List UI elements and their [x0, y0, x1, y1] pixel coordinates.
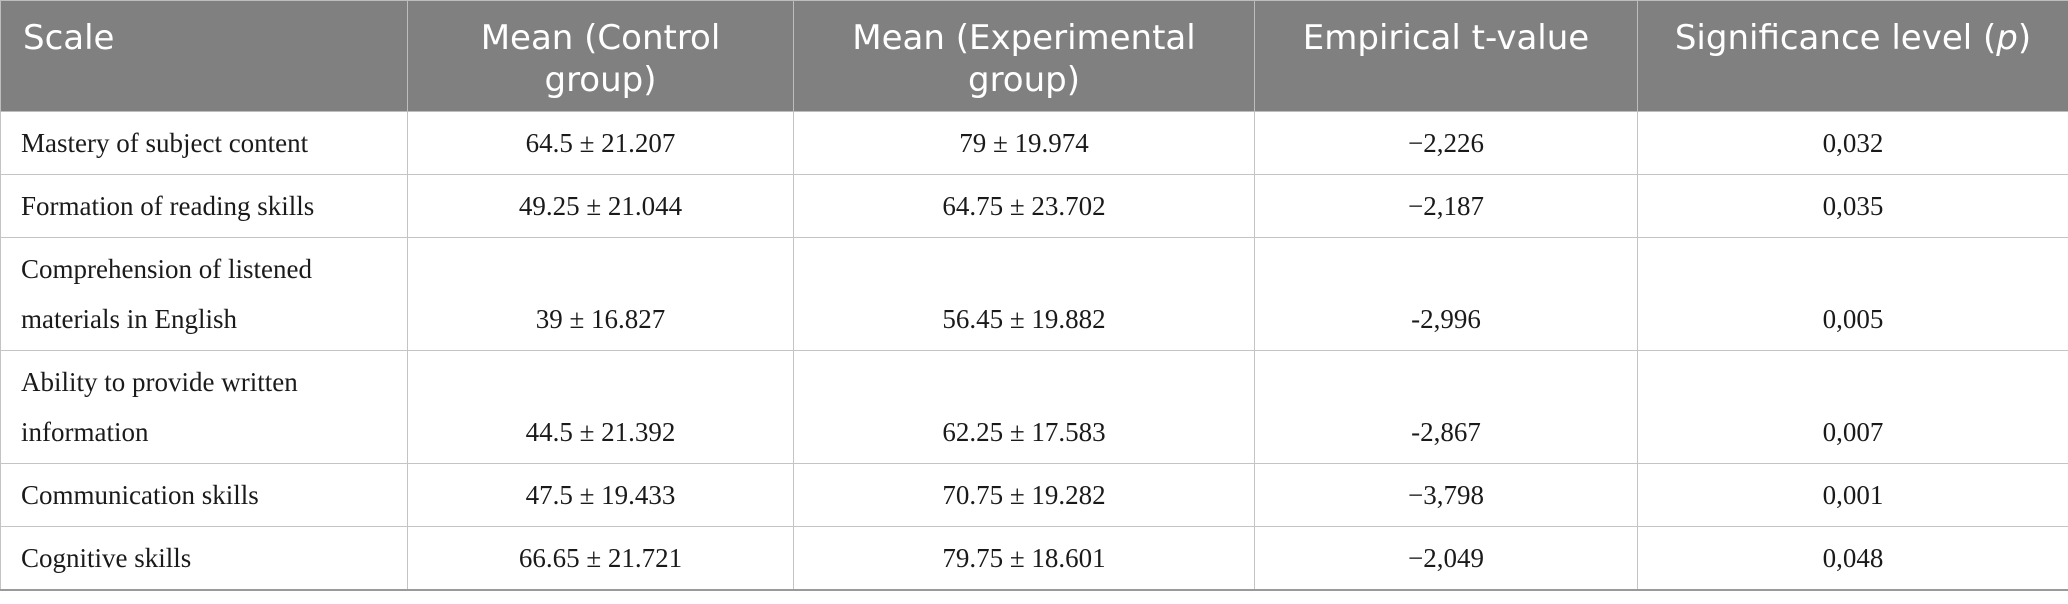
table-row: Comprehension of listened materials in E…	[0, 237, 2068, 351]
cell-experimental-mean: 62.25 ± 17.583	[793, 350, 1255, 464]
cell-experimental-mean: 79 ± 19.974	[793, 111, 1255, 175]
cell-scale: Formation of reading skills	[0, 174, 408, 238]
table-row: Ability to provide written information 4…	[0, 350, 2068, 464]
cell-t-value: -2,996	[1254, 237, 1638, 351]
cell-control-mean: 47.5 ± 19.433	[407, 463, 794, 527]
cell-p-value: 0,001	[1637, 463, 2068, 527]
header-significance: Significance level (p)	[1637, 0, 2068, 112]
header-mean-experimental: Mean (Experimental group)	[793, 0, 1255, 112]
header-significance-p: p	[1996, 18, 2018, 58]
header-significance-suffix: )	[2017, 18, 2032, 58]
cell-scale: Mastery of subject content	[0, 111, 408, 175]
cell-scale: Cognitive skills	[0, 526, 408, 591]
table-row: Mastery of subject content 64.5 ± 21.207…	[0, 111, 2068, 175]
results-table: Scale Mean (Control group) Mean (Experim…	[0, 0, 2068, 591]
header-scale: Scale	[0, 0, 408, 112]
cell-control-mean: 39 ± 16.827	[407, 237, 794, 351]
cell-t-value: −2,049	[1254, 526, 1638, 591]
cell-experimental-mean: 56.45 ± 19.882	[793, 237, 1255, 351]
cell-t-value: -2,867	[1254, 350, 1638, 464]
cell-control-mean: 49.25 ± 21.044	[407, 174, 794, 238]
cell-experimental-mean: 64.75 ± 23.702	[793, 174, 1255, 238]
cell-p-value: 0,032	[1637, 111, 2068, 175]
table-row: Formation of reading skills 49.25 ± 21.0…	[0, 174, 2068, 238]
cell-t-value: −2,187	[1254, 174, 1638, 238]
cell-t-value: −2,226	[1254, 111, 1638, 175]
header-t-value: Empirical t-value	[1254, 0, 1638, 112]
cell-experimental-mean: 70.75 ± 19.282	[793, 463, 1255, 527]
cell-control-mean: 66.65 ± 21.721	[407, 526, 794, 591]
cell-control-mean: 64.5 ± 21.207	[407, 111, 794, 175]
cell-scale: Communication skills	[0, 463, 408, 527]
cell-scale: Comprehension of listened materials in E…	[0, 237, 408, 351]
cell-p-value: 0,048	[1637, 526, 2068, 591]
header-significance-text: Significance level (	[1674, 18, 1997, 58]
header-mean-control: Mean (Control group)	[407, 0, 794, 112]
cell-t-value: −3,798	[1254, 463, 1638, 527]
cell-p-value: 0,005	[1637, 237, 2068, 351]
table-row: Communication skills 47.5 ± 19.433 70.75…	[0, 463, 2068, 527]
header-row: Scale Mean (Control group) Mean (Experim…	[0, 0, 2068, 112]
table-row: Cognitive skills 66.65 ± 21.721 79.75 ± …	[0, 526, 2068, 591]
cell-control-mean: 44.5 ± 21.392	[407, 350, 794, 464]
cell-experimental-mean: 79.75 ± 18.601	[793, 526, 1255, 591]
cell-scale: Ability to provide written information	[0, 350, 408, 464]
cell-p-value: 0,035	[1637, 174, 2068, 238]
cell-p-value: 0,007	[1637, 350, 2068, 464]
